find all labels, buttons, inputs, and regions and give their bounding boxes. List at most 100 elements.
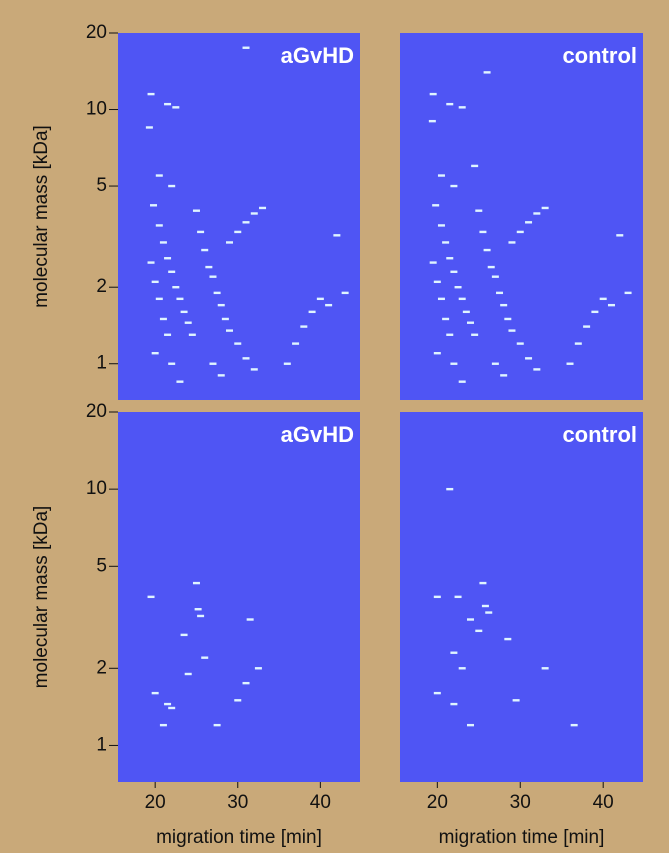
peak — [446, 102, 454, 106]
x-axis-label: migration time [min] — [439, 827, 605, 848]
peak — [516, 342, 524, 345]
peak — [483, 248, 491, 252]
peak — [234, 230, 242, 234]
peak — [254, 667, 262, 670]
peak — [471, 164, 479, 168]
peak — [541, 206, 549, 210]
y-tick-label: 10 — [86, 99, 107, 120]
peak — [437, 297, 445, 301]
peak — [209, 275, 217, 278]
panel-title: control — [562, 43, 637, 68]
peak — [151, 352, 159, 355]
y-tick-label: 2 — [96, 276, 107, 297]
plot-area — [118, 33, 360, 400]
peak — [500, 303, 508, 307]
peak — [512, 699, 520, 702]
peak — [570, 723, 578, 727]
peak — [516, 230, 524, 234]
peak — [458, 297, 466, 301]
x-axis-label: migration time [min] — [156, 827, 322, 848]
peak — [168, 270, 176, 273]
peak — [591, 310, 599, 314]
peak — [180, 310, 188, 314]
peak — [462, 310, 470, 314]
panel-title: aGvHD — [281, 422, 354, 447]
peak — [176, 380, 184, 383]
peak — [475, 629, 483, 633]
peak — [533, 212, 541, 215]
peak — [466, 321, 474, 324]
peak — [508, 329, 516, 332]
y-tick-label: 2 — [96, 657, 107, 678]
peak — [292, 342, 300, 345]
peak — [450, 184, 458, 188]
peak — [471, 333, 479, 336]
peak — [616, 234, 624, 237]
peak — [250, 368, 258, 371]
y-axis-label: molecular mass [kDa] — [31, 506, 52, 689]
peak — [607, 303, 615, 307]
y-tick-label: 20 — [86, 401, 107, 422]
peak — [599, 297, 607, 301]
peak — [475, 209, 483, 212]
peak — [259, 206, 267, 210]
peak — [180, 633, 188, 637]
y-tick-label: 10 — [86, 478, 107, 499]
peak — [172, 286, 180, 289]
peak — [446, 487, 454, 491]
peak — [226, 241, 234, 244]
peak — [155, 174, 163, 177]
x-tick-label: 20 — [427, 792, 448, 813]
y-tick-label: 1 — [96, 353, 107, 374]
peak — [574, 342, 582, 345]
y-tick-label: 20 — [86, 22, 107, 43]
peak — [159, 723, 167, 727]
peak — [201, 656, 209, 659]
peak — [333, 234, 341, 237]
peak — [188, 333, 196, 336]
plot-area — [118, 412, 360, 782]
peak — [147, 92, 155, 96]
peak — [454, 595, 462, 599]
peak — [450, 702, 458, 706]
peak — [168, 706, 176, 710]
peak — [446, 333, 454, 336]
peak — [250, 212, 258, 215]
peak — [624, 291, 632, 295]
panel-title: aGvHD — [281, 43, 354, 68]
peak — [192, 581, 200, 585]
peak — [205, 265, 213, 269]
peak — [194, 608, 202, 611]
peak — [481, 604, 489, 608]
peak — [197, 614, 205, 618]
peak — [429, 92, 437, 96]
peak — [197, 230, 205, 234]
peak — [450, 651, 458, 654]
peak — [155, 224, 163, 227]
peak — [151, 280, 159, 284]
x-tick-label: 20 — [145, 792, 166, 813]
peak — [504, 317, 512, 321]
peak — [433, 691, 441, 695]
x-tick-label: 30 — [510, 792, 531, 813]
peak — [155, 297, 163, 301]
peak — [147, 261, 155, 264]
x-tick-label: 30 — [227, 792, 248, 813]
y-axis-label: molecular mass [kDa] — [31, 125, 52, 308]
peak — [500, 374, 508, 377]
peak — [442, 241, 450, 244]
peak — [450, 270, 458, 273]
peak — [213, 723, 221, 727]
peak — [217, 374, 225, 377]
peak — [533, 368, 541, 371]
peak — [432, 204, 440, 207]
peak — [491, 275, 499, 278]
peak — [450, 362, 458, 365]
peak — [525, 221, 533, 224]
y-tick-label: 5 — [96, 175, 107, 196]
peak — [242, 681, 250, 685]
peak — [454, 286, 462, 289]
peak — [242, 46, 250, 49]
peak — [325, 303, 333, 307]
